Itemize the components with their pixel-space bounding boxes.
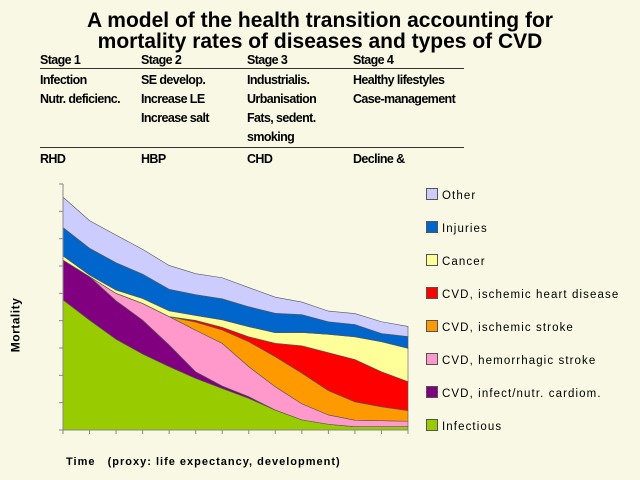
legend-swatch [426, 221, 438, 233]
stage-header: Stage 2 [141, 53, 182, 67]
determinant-cell: Infection [40, 73, 87, 87]
legend-item: Cancer [426, 254, 486, 269]
stage-header: Stage 1 [40, 53, 81, 67]
legend-swatch [426, 320, 438, 332]
legend-item: Infectious [426, 419, 502, 434]
legend-label: Other [442, 190, 477, 202]
determinant-cell: Industrialis. [247, 73, 310, 87]
legend-swatch [426, 386, 438, 398]
legend-label: CVD, ischemic heart disease [442, 289, 620, 301]
table-divider [40, 147, 464, 148]
determinant-cell: Urbanisation [247, 92, 317, 106]
determinant-cell: Fats, sedent. [247, 111, 316, 125]
determinant-cell: Nutr. deficienc. [40, 92, 121, 106]
determinant-cell: Healthy lifestyles [353, 73, 445, 87]
cvd-type-cell: CHD [247, 152, 273, 166]
legend-swatch [426, 254, 438, 266]
cvd-type-cell: Decline & [353, 152, 405, 166]
y-axis-label: Mortality [8, 297, 23, 353]
legend-label: CVD, ischemic stroke [442, 322, 574, 334]
legend-label: CVD, hemorrhagic stroke [442, 355, 597, 367]
legend-label: Infectious [442, 421, 503, 433]
cvd-type-cell: RHD [40, 152, 66, 166]
area-other [62, 196, 409, 337]
legend-swatch [426, 419, 438, 431]
table-divider [40, 68, 464, 69]
legend-item: CVD, hemorrhagic stroke [426, 353, 596, 368]
chart-title-line-2: mortality rates of diseases and types of… [97, 30, 543, 53]
cvd-type-cell: HBP [141, 152, 166, 166]
x-axis-label: Time (proxy: life expectancy, developmen… [66, 456, 341, 468]
stage-header: Stage 3 [247, 53, 288, 67]
determinant-cell: Case-management [353, 92, 456, 106]
legend-item: CVD, ischemic heart disease [426, 287, 619, 302]
legend-label: Injuries [442, 223, 488, 235]
stage-header: Stage 4 [353, 53, 394, 67]
legend-swatch [426, 188, 438, 200]
determinant-cell: Increase salt [141, 111, 210, 125]
determinant-cell: smoking [247, 130, 295, 144]
legend-item: Injuries [426, 221, 488, 236]
legend-item: CVD, infect/nutr. cardiom. [426, 386, 602, 401]
legend-item: CVD, ischemic stroke [426, 320, 574, 335]
legend-item: Other [426, 188, 476, 203]
legend-swatch [426, 287, 438, 299]
legend-label: CVD, infect/nutr. cardiom. [442, 388, 602, 400]
legend-swatch [426, 353, 438, 365]
chart-title-line-1: A model of the health transition account… [87, 9, 553, 32]
determinant-cell: Increase LE [141, 92, 205, 106]
determinant-cell: SE develop. [141, 73, 206, 87]
legend-label: Cancer [442, 256, 486, 268]
